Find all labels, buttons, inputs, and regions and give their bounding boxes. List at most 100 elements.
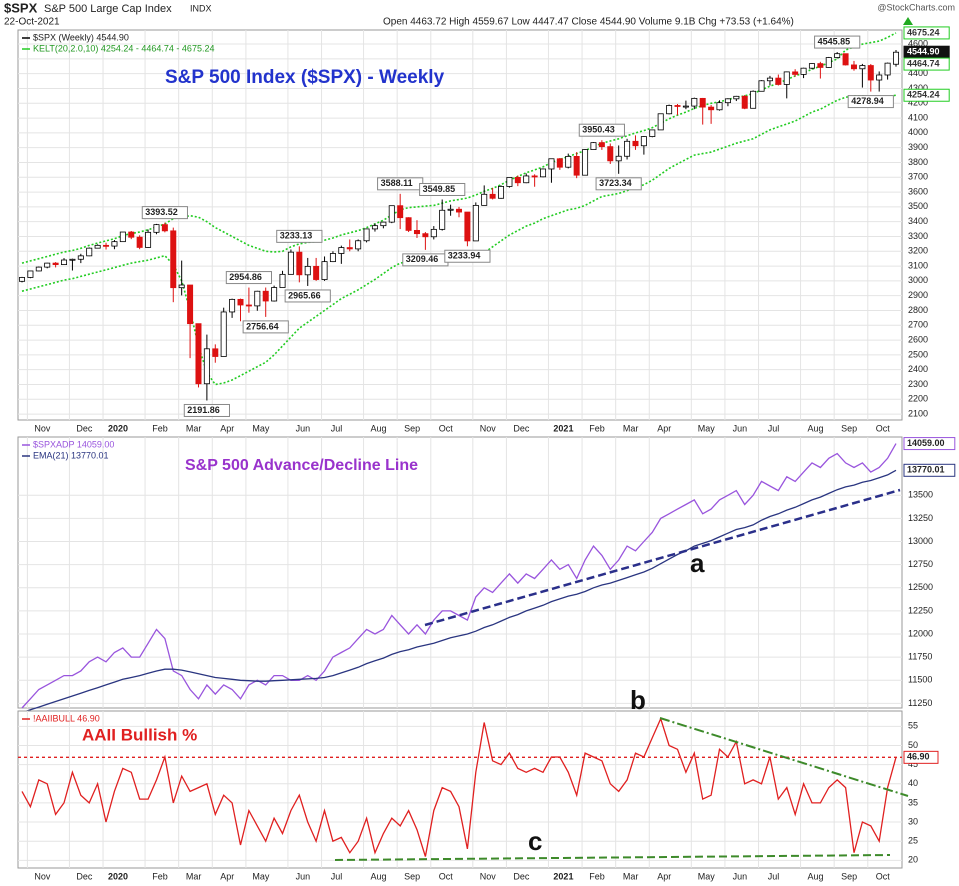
candle-body <box>170 230 177 289</box>
low-label-box <box>847 95 894 109</box>
y-tick-label: 11250 <box>908 698 932 708</box>
candle-body <box>674 105 681 107</box>
candle-body <box>128 231 135 238</box>
low-label: 4278.94 <box>851 96 884 106</box>
candle-body <box>498 186 505 199</box>
candle-body <box>145 231 152 248</box>
candle-body <box>859 65 866 70</box>
low-label-box <box>183 403 230 417</box>
y-tick-label: 3200 <box>908 246 928 256</box>
candle-body <box>136 236 143 248</box>
x-tick-label: Aug <box>371 423 387 433</box>
candle-body <box>724 98 731 104</box>
x-tick-label: Aug <box>371 871 387 881</box>
candle-body <box>52 262 59 265</box>
candle-body <box>86 247 93 257</box>
quote: Open 4463.72 High 4559.67 Low 4447.47 Cl… <box>383 17 794 28</box>
y-tick-label: 45 <box>908 759 918 769</box>
candle-body <box>808 63 815 69</box>
candle-body <box>682 105 689 108</box>
x-tick-label: 2021 <box>553 423 573 433</box>
label-a: a <box>690 548 705 578</box>
candle-body <box>657 113 664 131</box>
candle-body <box>817 63 824 68</box>
price-marker-box <box>903 88 950 102</box>
x-tick-label: Jul <box>768 423 780 433</box>
low-label: 3209.46 <box>406 254 439 264</box>
y-tick-label: 13000 <box>908 536 933 546</box>
last-value-box <box>903 463 956 477</box>
x-tick-label: Feb <box>152 423 168 433</box>
x-tick-label: Dec <box>76 423 93 433</box>
candle-body <box>35 266 42 272</box>
price-marker-label: 4464.74 <box>907 58 940 68</box>
low-label-box <box>444 249 491 263</box>
candle-body <box>455 208 462 213</box>
candle-body <box>825 57 832 68</box>
x-tick-label: Nov <box>480 423 497 433</box>
x-tick-label: Aug <box>808 871 824 881</box>
candle-body <box>699 97 706 108</box>
high-label: 3950.43 <box>582 125 615 135</box>
series-line <box>21 469 897 714</box>
last-value-label: 46.90 <box>907 752 930 762</box>
y-tick-label: 3900 <box>908 142 928 152</box>
candle-body <box>422 233 429 238</box>
candle-body <box>775 77 782 85</box>
x-tick-label: Oct <box>876 423 891 433</box>
candle-body <box>489 193 496 199</box>
candle-body <box>18 277 25 282</box>
y-tick-label: 12250 <box>908 605 933 615</box>
up-arrow <box>903 17 913 25</box>
candle-body <box>103 244 110 247</box>
candle-body <box>439 209 446 230</box>
candle-body <box>380 221 387 227</box>
plots: 2100 2200 2300 2400 2500 2600 2700 2800 2900 3000… <box>17 26 956 881</box>
x-tick-label: Feb <box>589 871 605 881</box>
source: @StockCharts.com <box>877 2 955 12</box>
y-tick-label: 3300 <box>908 231 928 241</box>
legend-entry: $SPX (Weekly) 4544.90 <box>33 32 129 42</box>
x-tick-label: Oct <box>439 423 454 433</box>
y-tick-label: 2800 <box>908 305 928 315</box>
y-tick-label: 3400 <box>908 216 928 226</box>
y-tick-label: 3500 <box>908 201 928 211</box>
candle-body <box>834 53 841 58</box>
y-tick-label: 2500 <box>908 349 928 359</box>
x-tick-label: Sep <box>404 871 420 881</box>
x-tick-label: Mar <box>623 423 639 433</box>
candle-body <box>61 259 68 265</box>
candle-body <box>666 105 673 115</box>
series-line <box>21 443 897 709</box>
candle-body <box>430 228 437 238</box>
y-tick-label: 55 <box>908 721 918 731</box>
exchange: INDX <box>190 3 212 13</box>
candle-body <box>565 155 572 168</box>
panel-title: S&P 500 Advance/Decline Line <box>185 457 418 474</box>
x-tick-label: Aug <box>808 423 824 433</box>
candle-body <box>388 205 395 223</box>
x-tick-label: Jun <box>733 871 748 881</box>
trend-line-a <box>424 488 901 627</box>
x-tick-label: Dec <box>76 871 93 881</box>
x-tick-label: Oct <box>876 871 891 881</box>
x-tick-label: Jul <box>331 871 343 881</box>
candle-body <box>531 175 538 178</box>
y-tick-label: 11750 <box>908 652 932 662</box>
last-value-box <box>903 750 939 764</box>
high-label-box <box>814 35 861 49</box>
label-b: b <box>630 685 646 715</box>
candle-body <box>405 217 412 231</box>
low-label-box <box>595 177 642 191</box>
high-label-box <box>141 206 188 220</box>
y-tick-label: 3100 <box>908 260 928 270</box>
candle-body <box>573 155 580 176</box>
y-tick-label: 20 <box>908 855 918 865</box>
y-tick-label: 3000 <box>908 275 928 285</box>
x-tick-label: Jun <box>296 423 311 433</box>
x-tick-label: Jul <box>768 871 780 881</box>
price-marker-label: 4254.24 <box>907 90 940 100</box>
high-label-box <box>225 271 273 285</box>
candle-body <box>506 177 513 187</box>
high-label-box <box>578 123 625 137</box>
